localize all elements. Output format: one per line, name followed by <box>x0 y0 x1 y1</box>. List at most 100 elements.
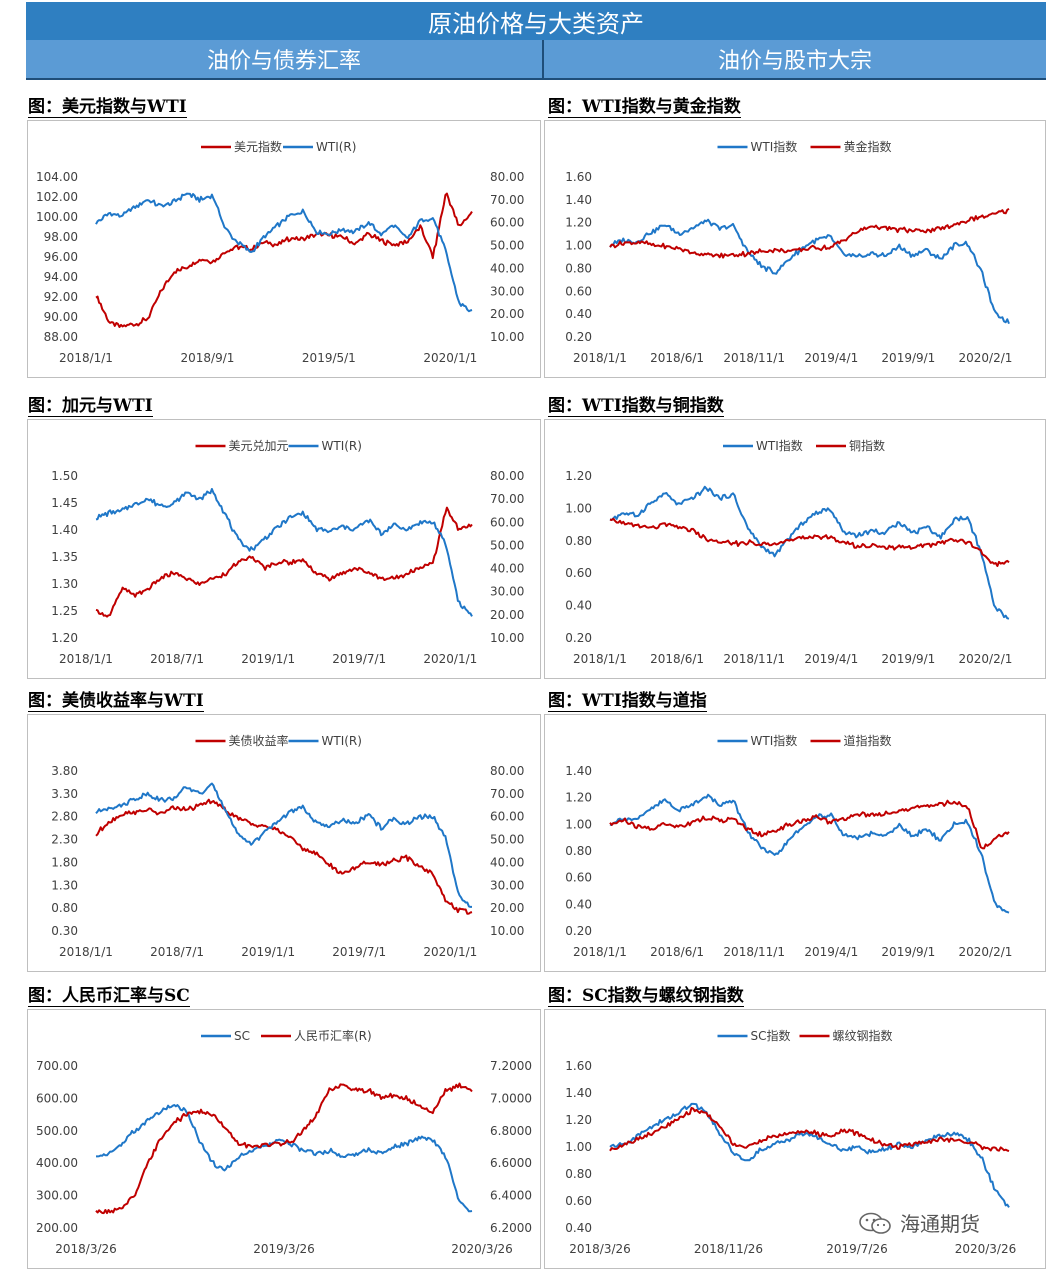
series-line-1 <box>95 192 473 313</box>
chart-treasury-wti: 美债收益率 WTI(R) 3.80 3.30 2.80 2.30 1.80 1.30 0.80 0… <box>51 733 524 959</box>
x-tick: 2020/3/26 <box>451 1242 513 1256</box>
legend-label-0: 美元指数 <box>234 139 282 154</box>
y-left-tick: 1.20 <box>565 469 592 483</box>
y-left-tick: 0.30 <box>51 924 78 938</box>
y-right-tick: 10.00 <box>490 631 524 645</box>
y-left-tick: 3.30 <box>51 787 78 801</box>
series-line-1 <box>95 488 473 617</box>
series-line-1 <box>609 1106 1010 1153</box>
legend-label-1: 黄金指数 <box>844 139 892 154</box>
y-right-tick: 50.00 <box>490 239 524 253</box>
y-left-tick: 1.40 <box>565 193 592 207</box>
y-right-tick: 6.2000 <box>490 1221 532 1235</box>
y-right-tick: 7.0000 <box>490 1091 532 1105</box>
y-right-tick: 10.00 <box>490 330 524 344</box>
y-right-tick: 80.00 <box>490 170 524 184</box>
x-tick: 2020/3/26 <box>955 1242 1017 1256</box>
y-right-tick: 70.00 <box>490 193 524 207</box>
watermark: 海通期货 <box>858 1208 980 1237</box>
chart-title-wti-copper: 图：WTI指数与铜指数 <box>548 396 724 417</box>
chart-panel-rmb-sc: SC 人民币汇率(R) 700.00 600.00 500.00 400.00 300.00… <box>27 1009 541 1269</box>
wechat-icon <box>859 1212 891 1234</box>
y-left-tick: 104.00 <box>36 170 78 184</box>
x-tick: 2018/3/26 <box>55 1242 117 1256</box>
x-tick: 2018/1/1 <box>573 351 627 365</box>
y-left-tick: 3.80 <box>51 764 78 778</box>
y-right-tick: 70.00 <box>490 787 524 801</box>
legend-label-1: WTI(R) <box>322 734 362 748</box>
y-right-tick: 70.00 <box>490 492 524 506</box>
y-left-tick: 0.40 <box>565 599 592 613</box>
x-tick: 2019/7/26 <box>826 1242 888 1256</box>
chart-title-treasury-wti: 图：美债收益率与WTI <box>28 691 204 712</box>
y-right-tick: 10.00 <box>490 924 524 938</box>
y-left-tick: 1.40 <box>565 1086 592 1100</box>
legend-label-0: SC指数 <box>751 1028 791 1043</box>
y-right-tick: 20.00 <box>490 608 524 622</box>
y-left-tick: 88.00 <box>44 330 78 344</box>
y-left-tick: 0.80 <box>51 901 78 915</box>
x-tick: 2018/6/1 <box>650 652 704 666</box>
chart-wti-dow: WTI指数 道指指数 1.40 1.20 1.00 0.80 0.60 0.40 0.20 201… <box>565 733 1013 959</box>
series-line-0 <box>609 1102 1010 1208</box>
x-tick: 2020/1/1 <box>423 652 477 666</box>
x-tick: 2019/4/1 <box>804 652 858 666</box>
y-left-tick: 1.80 <box>51 855 78 869</box>
header-underline <box>26 78 1046 80</box>
y-right-tick: 7.2000 <box>490 1059 532 1073</box>
y-left-tick: 2.80 <box>51 810 78 824</box>
y-right-tick: 60.00 <box>490 216 524 230</box>
y-left-tick: 1.00 <box>565 239 592 253</box>
chart-panel-wti-dow: WTI指数 道指指数 1.40 1.20 1.00 0.80 0.60 0.40 0.20 201… <box>544 714 1046 972</box>
y-left-tick: 1.40 <box>565 764 592 778</box>
chart-title-usd-wti: 图：美元指数与WTI <box>28 97 187 118</box>
y-left-tick: 0.20 <box>565 631 592 645</box>
x-tick: 2018/1/1 <box>573 652 627 666</box>
y-left-tick: 1.20 <box>565 791 592 805</box>
legend-label-1: 道指指数 <box>844 733 892 748</box>
x-tick: 2018/1/1 <box>573 945 627 959</box>
x-tick: 2020/1/1 <box>423 945 477 959</box>
page-title: 原油价格与大类资产 <box>428 9 644 38</box>
y-right-tick: 40.00 <box>490 562 524 576</box>
x-tick: 2020/1/1 <box>423 351 477 365</box>
y-left-tick: 0.80 <box>565 1167 592 1181</box>
y-right-tick: 6.6000 <box>490 1156 532 1170</box>
x-tick: 2019/1/1 <box>241 652 295 666</box>
x-tick: 2018/7/1 <box>150 652 204 666</box>
chart-title-rmb-sc: 图：人民币汇率与SC <box>28 986 190 1007</box>
y-left-tick: 0.60 <box>565 871 592 885</box>
y-left-tick: 0.40 <box>565 897 592 911</box>
x-tick: 2018/7/1 <box>150 945 204 959</box>
y-right-tick: 60.00 <box>490 810 524 824</box>
y-left-tick: 2.30 <box>51 833 78 847</box>
y-left-tick: 1.35 <box>51 550 78 564</box>
y-left-tick: 1.60 <box>565 1059 592 1073</box>
y-left-tick: 700.00 <box>36 1059 78 1073</box>
x-tick: 2019/4/1 <box>804 945 858 959</box>
right-subheader-title: 油价与股市大宗 <box>717 49 872 74</box>
y-left-tick: 0.60 <box>565 284 592 298</box>
y-right-tick: 50.00 <box>490 538 524 552</box>
left-subheader-title: 油价与债券汇率 <box>206 49 361 74</box>
legend-label-0: SC <box>234 1029 250 1043</box>
y-left-tick: 1.00 <box>565 817 592 831</box>
series-line-1 <box>609 207 1010 259</box>
y-right-tick: 30.00 <box>490 585 524 599</box>
chart-title-sc-rebar: 图：SC指数与螺纹钢指数 <box>548 986 744 1007</box>
x-tick: 2019/7/1 <box>332 652 386 666</box>
x-tick: 2018/3/26 <box>569 1242 631 1256</box>
series-line-0 <box>95 798 473 915</box>
series-line-0 <box>609 485 1010 620</box>
page-banner: 原油价格与大类资产 <box>26 2 1046 40</box>
x-tick: 2019/4/1 <box>804 351 858 365</box>
chart-panel-usd-wti: 美元指数 WTI(R) 104.00 102.00 100.00 98.00 96.00 94… <box>27 120 541 378</box>
x-tick: 2020/2/1 <box>959 945 1013 959</box>
y-left-tick: 0.80 <box>565 534 592 548</box>
x-tick: 2019/9/1 <box>881 351 935 365</box>
x-tick: 2018/11/1 <box>723 945 785 959</box>
series-line-0 <box>609 793 1010 914</box>
series-line-1 <box>609 799 1010 850</box>
y-left-tick: 0.40 <box>565 1221 592 1235</box>
x-tick: 2020/2/1 <box>959 351 1013 365</box>
